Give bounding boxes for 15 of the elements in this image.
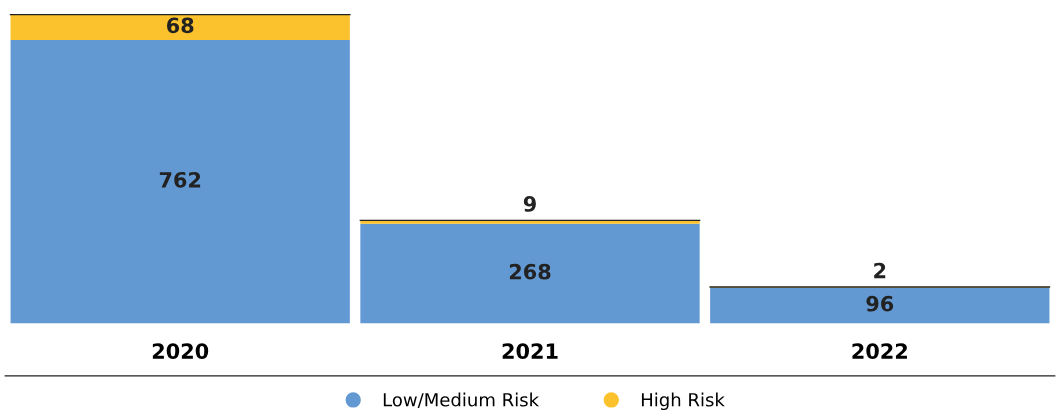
data-label: 96 bbox=[866, 295, 894, 312]
x-tick-label: 2021 bbox=[502, 343, 558, 359]
bar bbox=[10, 14, 350, 40]
bar bbox=[360, 223, 700, 324]
data-label: 9 bbox=[523, 196, 536, 212]
bar bbox=[10, 39, 350, 324]
data-label: 68 bbox=[167, 17, 194, 34]
bar bbox=[710, 287, 1050, 324]
legend-label: Low/Medium Risk bbox=[383, 392, 540, 408]
x-tick-label: 2020 bbox=[152, 343, 209, 359]
x-tick-label: 2022 bbox=[852, 343, 907, 359]
data-label: 762 bbox=[159, 171, 201, 188]
data-label: 2 bbox=[874, 262, 886, 279]
data-label: 268 bbox=[509, 263, 551, 280]
legend-label: High Risk bbox=[641, 392, 725, 411]
